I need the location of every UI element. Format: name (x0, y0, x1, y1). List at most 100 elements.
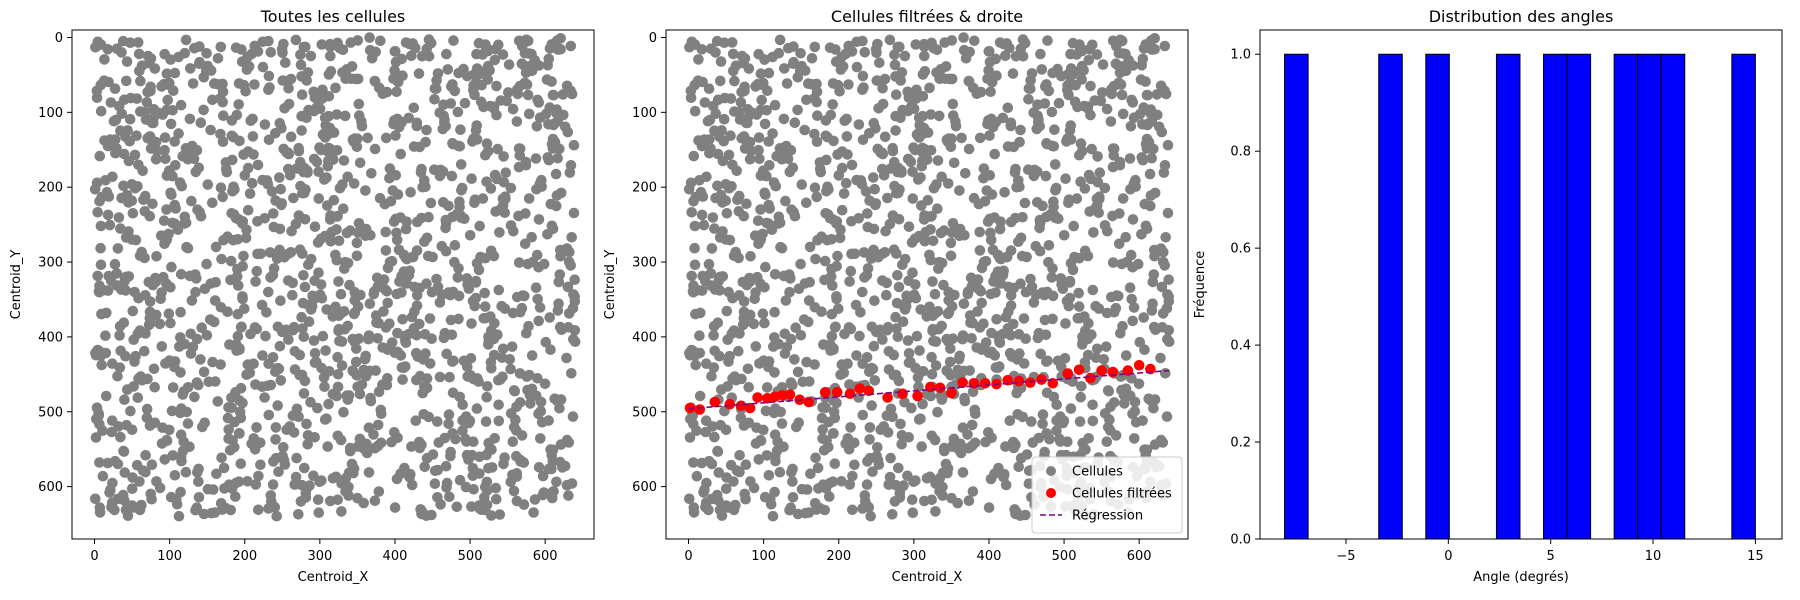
cell-point (826, 308, 838, 320)
cell-point (189, 391, 200, 403)
cell-point (1079, 357, 1091, 368)
cell-point (698, 219, 710, 231)
cell-point (156, 341, 168, 352)
cell-point (810, 452, 821, 464)
cell-point (1163, 291, 1174, 302)
cell-point (405, 187, 416, 198)
cell-point (481, 176, 492, 187)
cell-point (865, 510, 876, 522)
cell-point (142, 373, 153, 385)
cell-point (503, 59, 515, 70)
cell-point (416, 439, 427, 451)
plot-area (89, 32, 581, 522)
cell-point (1073, 301, 1085, 312)
histogram-bar (1566, 53, 1592, 540)
cell-point (689, 220, 701, 232)
cell-point (891, 248, 902, 259)
cell-point (514, 80, 526, 92)
cell-point (1083, 433, 1094, 444)
cell-point (1064, 77, 1076, 89)
cell-point (176, 455, 187, 467)
cell-point (1042, 35, 1053, 46)
cell-point (939, 37, 950, 48)
cell-point (173, 128, 184, 139)
cell-point (123, 155, 135, 167)
cell-point (384, 318, 395, 330)
cell-point (1099, 182, 1111, 194)
cell-point (550, 168, 562, 180)
cell-point (893, 214, 905, 225)
cell-point (370, 442, 381, 454)
cell-point (815, 166, 827, 178)
cell-point (232, 263, 243, 275)
x-tick-label: 200 (232, 549, 257, 564)
cell-point (842, 358, 853, 370)
cell-point (173, 510, 185, 522)
cell-point (1126, 293, 1137, 305)
cell-point (136, 60, 148, 71)
cell-point (895, 418, 906, 430)
cell-point (365, 392, 376, 404)
filtered-point (752, 392, 763, 403)
cell-point (1128, 302, 1140, 313)
cell-point (455, 159, 467, 170)
cell-point (1011, 181, 1022, 193)
cell-point (685, 177, 697, 189)
cell-point (259, 213, 271, 224)
cell-point (241, 224, 252, 235)
cell-point (516, 302, 528, 314)
cell-point (184, 150, 195, 162)
cell-point (709, 431, 720, 443)
cell-point (1028, 107, 1039, 118)
cell-point (95, 105, 107, 117)
cell-point (95, 242, 106, 254)
cell-point (882, 321, 894, 333)
cell-point (521, 327, 532, 339)
cell-point (743, 381, 754, 393)
cell-point (392, 189, 404, 200)
cell-point (940, 458, 952, 470)
cell-point (793, 417, 804, 429)
cell-point (360, 223, 372, 235)
cell-point (913, 414, 925, 425)
cell-point (449, 256, 460, 268)
cell-point (154, 318, 166, 330)
cell-point (1148, 269, 1160, 280)
cell-point (984, 56, 996, 68)
cell-point (251, 323, 263, 335)
cell-point (141, 403, 153, 415)
legend-label: Cellules (1072, 465, 1123, 480)
cell-point (830, 56, 842, 67)
cell-point (298, 388, 310, 399)
cell-point (164, 424, 175, 436)
cell-point (526, 350, 538, 361)
cell-point (1058, 230, 1070, 241)
cell-point (1140, 39, 1152, 50)
cell-point (346, 458, 358, 470)
cell-point (531, 121, 543, 132)
cell-point (217, 96, 228, 108)
cell-point (874, 57, 885, 68)
cell-point (179, 338, 191, 350)
cell-point (115, 223, 126, 234)
cell-point (1059, 353, 1071, 364)
cell-point (294, 349, 306, 361)
cell-point (201, 258, 212, 270)
cell-point (218, 234, 229, 246)
cell-point (978, 341, 990, 353)
cell-point (744, 154, 756, 165)
cell-point (257, 61, 269, 73)
cell-point (1149, 33, 1160, 44)
cell-point (379, 198, 391, 210)
cell-point (964, 365, 975, 376)
cell-point (872, 143, 883, 155)
cell-point (317, 330, 329, 342)
cell-point (851, 350, 862, 361)
cell-point (276, 123, 287, 134)
y-tick-label: 400 (632, 330, 657, 345)
cell-point (1083, 169, 1095, 181)
cell-point (97, 470, 109, 482)
cell-point (482, 74, 494, 85)
cell-point (1161, 411, 1173, 422)
cell-point (106, 415, 118, 427)
